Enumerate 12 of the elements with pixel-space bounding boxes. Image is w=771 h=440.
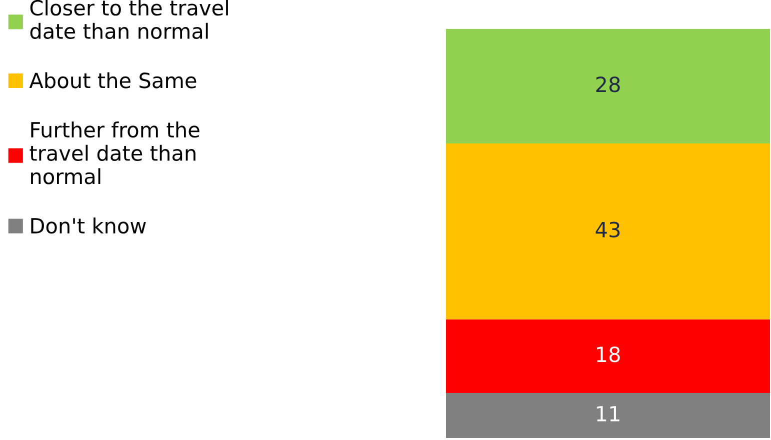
legend-label: Further from the travel date than normal: [30, 122, 200, 184]
data-label: 18: [597, 346, 620, 362]
data-label: 11: [597, 406, 620, 422]
bar: [446, 393, 770, 438]
data-label: 43: [596, 222, 620, 238]
legend-label: Don't know: [31, 218, 146, 234]
bar: [446, 319, 770, 394]
bar: [446, 29, 770, 144]
legend-label: About the Same: [29, 72, 196, 88]
bar: [446, 144, 770, 320]
data-label: 28: [596, 76, 620, 92]
legend-label: Closer to the travel date than normal: [30, 0, 228, 39]
